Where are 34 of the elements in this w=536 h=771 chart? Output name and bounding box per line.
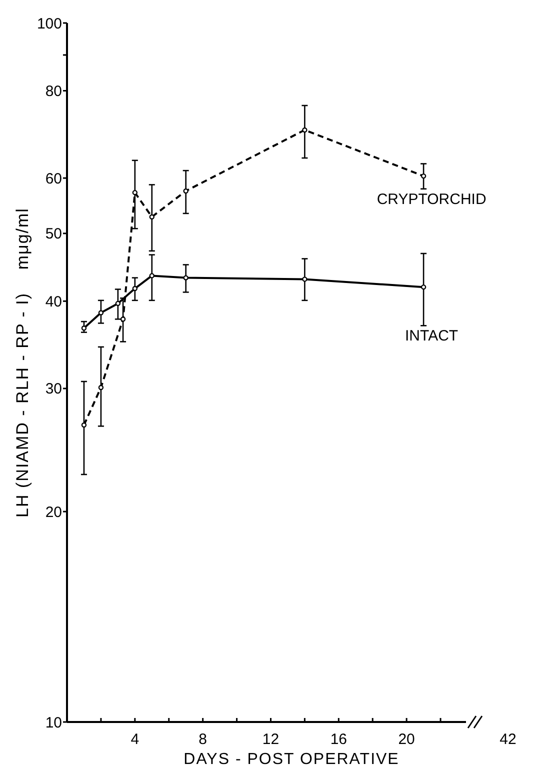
point	[98, 384, 104, 390]
point	[81, 326, 87, 331]
text: INTACT	[405, 328, 458, 345]
point	[81, 422, 87, 428]
x-tick-label: 20	[398, 731, 415, 748]
point	[149, 273, 154, 278]
point	[132, 286, 138, 292]
y-tick-label: 60	[45, 170, 62, 188]
point	[183, 188, 188, 194]
point	[183, 275, 188, 280]
point	[115, 300, 121, 306]
x-tick-label: 8	[198, 731, 207, 748]
point	[420, 284, 426, 290]
point	[302, 127, 308, 133]
x-tick-label: 12	[262, 731, 280, 748]
y-tick-label: 40	[45, 293, 62, 310]
x-axis-title: DAYS - POST OPERATIVE	[184, 751, 400, 768]
y-tick-label: 20	[45, 504, 62, 521]
y-axis-title: LH (NIAMD - RLH - RP - I) mμg/ml	[13, 208, 32, 518]
x-tick-label: 4	[130, 731, 140, 748]
point	[149, 214, 154, 220]
y-tick-label: 10	[45, 714, 62, 732]
y-tick-label: 30	[45, 380, 62, 398]
point	[132, 190, 138, 196]
point	[120, 316, 126, 322]
point	[302, 276, 308, 282]
y-tick-label: 80	[45, 82, 62, 100]
y-tick-label: 50	[45, 226, 62, 243]
point	[98, 310, 104, 316]
series-label: CRYPTORCHID	[376, 190, 486, 208]
y-tick-label: 100	[36, 15, 62, 32]
text: 42	[500, 731, 516, 748]
x-tick-label: 16	[330, 731, 348, 748]
point	[420, 173, 426, 179]
